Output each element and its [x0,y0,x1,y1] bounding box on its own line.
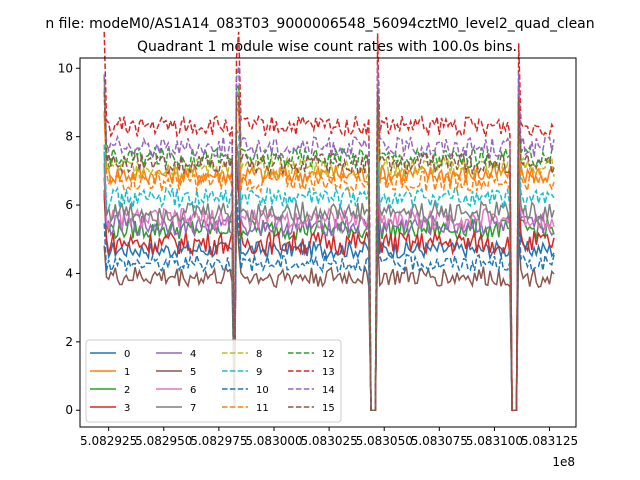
series-line-11 [103,107,555,411]
legend-label-12: 12 [322,349,335,360]
series-line-14 [103,64,555,411]
x-tick-label: 5.083000 [245,434,302,448]
legend-label-11: 11 [256,403,269,414]
x-offset-label: 1e8 [552,455,575,469]
legend-label-6: 6 [190,385,196,396]
x-tick-label: 5.083050 [356,434,413,448]
x-tick-label: 5.082925 [80,434,137,448]
series-line-10 [103,194,555,411]
x-tick-label: 5.083025 [300,434,357,448]
series-line-3 [103,174,555,411]
y-tick-label: 4 [65,266,73,280]
x-tick-label: 5.082975 [190,434,247,448]
x-tick-label: 5.083125 [521,434,578,448]
y-tick-label: 2 [65,335,73,349]
legend-label-9: 9 [256,367,262,378]
series-line-0 [103,180,555,411]
series-line-13 [103,31,555,411]
series-line-8 [103,85,555,411]
legend-label-13: 13 [322,367,335,378]
legend-label-3: 3 [124,403,130,414]
y-tick-label: 8 [65,130,73,144]
legend-label-7: 7 [190,403,196,414]
series-line-15 [103,91,555,411]
legend-label-14: 14 [322,385,335,396]
legend-label-10: 10 [256,385,269,396]
series-line-7 [103,143,555,411]
chart-title: Quadrant 1 module wise count rates with … [137,39,517,55]
figure-suptitle: n file: modeM0/AS1A14_083T03_9000006548_… [45,16,594,32]
legend-label-2: 2 [124,385,130,396]
axes-layer: 5.0829255.0829505.0829755.0830005.083025… [58,57,578,448]
legend-label-1: 1 [124,367,130,378]
y-tick-label: 10 [58,61,73,75]
series-line-5 [103,208,555,411]
series-line-12 [103,76,555,411]
legend-label-5: 5 [190,367,196,378]
legend-label-8: 8 [256,349,262,360]
x-tick-label: 5.083100 [466,434,523,448]
x-tick-label: 5.083075 [411,434,468,448]
legend-box [85,339,342,423]
plot-frame [79,57,577,428]
y-tick-label: 0 [65,403,73,417]
legend-label-0: 0 [124,349,130,360]
legend-label-15: 15 [322,403,335,414]
series-layer [103,31,555,411]
x-tick-label: 5.082950 [135,434,192,448]
y-tick-label: 6 [65,198,73,212]
series-line-9 [103,124,555,411]
legend-label-4: 4 [190,349,196,360]
